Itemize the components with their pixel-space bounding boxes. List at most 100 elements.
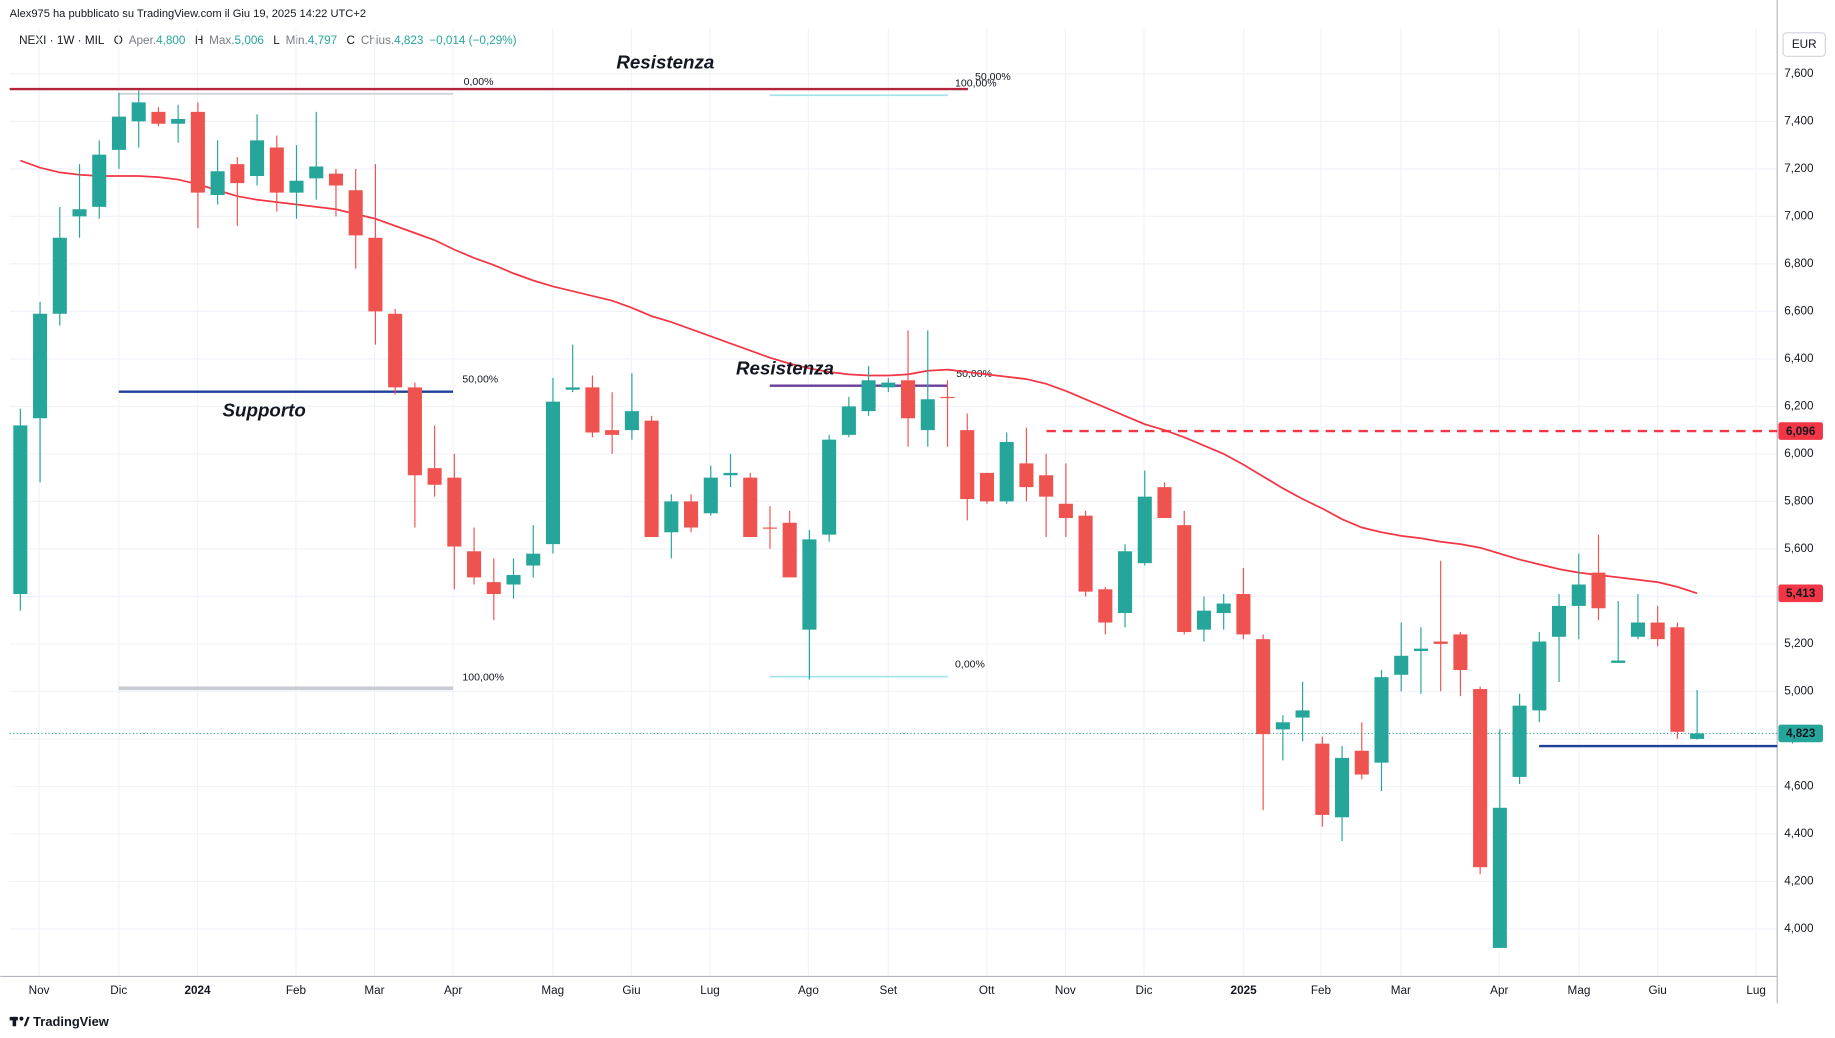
candle-body — [210, 171, 225, 195]
candle-body — [1236, 594, 1251, 635]
annotation: Resistenza — [616, 51, 714, 72]
y-tick-label: 6,600 — [1784, 304, 1814, 317]
candle-body — [250, 140, 265, 176]
candle-body — [1453, 634, 1468, 671]
price-label: 5,413 — [1786, 587, 1816, 600]
price-label: 6,096 — [1786, 425, 1816, 438]
published-note: Alex975 ha pubblicato su TradingView.com… — [10, 8, 366, 20]
candle-body — [605, 430, 620, 435]
y-tick-label: 6,000 — [1784, 447, 1814, 460]
candle-body — [131, 102, 146, 122]
x-tick-label: Mag — [1568, 984, 1591, 997]
ohlc-label: Max. — [209, 34, 234, 47]
y-tick-label: 6,400 — [1784, 352, 1814, 365]
candle-body — [703, 477, 718, 514]
candle-body — [1039, 475, 1054, 497]
candle-body — [979, 472, 994, 502]
level-label: 100,00% — [462, 672, 504, 684]
candle-body — [1630, 622, 1645, 637]
candle-body — [743, 477, 758, 538]
x-tick-label: Ago — [798, 984, 819, 997]
x-tick-label: 2024 — [184, 984, 211, 997]
ohlc-label: Aper. — [129, 34, 156, 47]
moving-average — [20, 159, 1698, 595]
candle-body — [269, 147, 284, 193]
level-label: 0,00% — [955, 659, 985, 671]
ohlc-value: 4,800 — [156, 34, 186, 47]
candle-body — [565, 387, 580, 390]
candle-body — [545, 401, 561, 545]
candle-body — [1690, 733, 1705, 739]
y-tick-label: 4,400 — [1784, 827, 1814, 840]
brand-logo — [9, 1016, 30, 1027]
candle-body — [1532, 641, 1547, 711]
candle-body — [328, 173, 344, 186]
level-label: 50,00% — [975, 71, 1011, 83]
candle-body — [1354, 750, 1369, 775]
candle-body — [1196, 610, 1211, 630]
candle-body — [230, 164, 245, 184]
currency[interactable]: EUR — [1792, 38, 1817, 51]
ohlc-value: 4,823 — [394, 34, 423, 47]
candle-body — [624, 411, 639, 431]
x-tick-label: Apr — [444, 984, 462, 997]
y-tick-label: 5,800 — [1784, 494, 1814, 507]
annotation: Supporto — [223, 400, 306, 421]
x-tick-label: Mag — [541, 984, 564, 997]
y-tick-label: 5,000 — [1784, 684, 1814, 697]
candle-body — [1256, 639, 1271, 735]
candle-body — [1413, 648, 1428, 652]
candle-body — [486, 582, 501, 595]
level-label: 50,00% — [956, 368, 992, 380]
currency-box[interactable] — [1782, 32, 1826, 57]
candle-body — [467, 551, 482, 578]
candle-body — [309, 166, 324, 179]
x-tick-label: 2025 — [1231, 984, 1258, 997]
x-tick-label: Giu — [1649, 984, 1667, 997]
x-tick-label: Lug — [1746, 984, 1766, 997]
x-tick-label: Lug — [700, 984, 720, 997]
brand: TradingView — [33, 1014, 110, 1029]
x-tick-label: Nov — [29, 984, 50, 997]
candle-body — [901, 380, 916, 419]
symbol-header: NEXI · 1W · MILOAper.4,800HMax.5,006LMin… — [19, 34, 517, 47]
candle-body — [1295, 710, 1310, 718]
y-tick-label: 7,000 — [1784, 209, 1814, 222]
candle-body — [427, 468, 442, 485]
candle-body — [1216, 603, 1231, 614]
ohlc-key: L — [273, 34, 280, 47]
candle-body — [506, 575, 521, 585]
y-tick-label: 6,800 — [1784, 257, 1814, 270]
candle-body — [1670, 627, 1685, 732]
price-label-box — [1778, 724, 1823, 743]
candle-body — [723, 472, 738, 476]
candle-body — [940, 396, 955, 399]
candle-body — [1552, 605, 1567, 637]
ohlc-key: C — [347, 34, 356, 47]
candle-body — [1374, 677, 1389, 763]
y-tick-label: 4,600 — [1784, 780, 1814, 793]
candle-body — [1492, 807, 1507, 948]
candle-body — [72, 209, 87, 217]
candle-body — [881, 382, 896, 388]
candle-body — [644, 420, 659, 538]
candle-body — [348, 190, 363, 236]
level-label: 100,00% — [955, 77, 997, 89]
candle-body — [1137, 496, 1152, 564]
candle-body — [684, 501, 699, 528]
candle-body — [1315, 743, 1330, 815]
candle-body — [447, 477, 462, 547]
candle-body — [822, 439, 837, 535]
y-tick-label: 7,600 — [1784, 67, 1814, 80]
candle-body — [1157, 487, 1172, 519]
x-tick-label: Nov — [1055, 984, 1076, 997]
candle-body — [13, 425, 28, 595]
x-tick-label: Ott — [979, 984, 995, 997]
candle-body — [289, 180, 304, 193]
x-tick-label: Dic — [1136, 984, 1153, 997]
candle-body — [1058, 503, 1073, 519]
x-tick-label: Feb — [1311, 984, 1332, 997]
candle-body — [1335, 757, 1350, 818]
x-tick-label: Dic — [110, 984, 127, 997]
